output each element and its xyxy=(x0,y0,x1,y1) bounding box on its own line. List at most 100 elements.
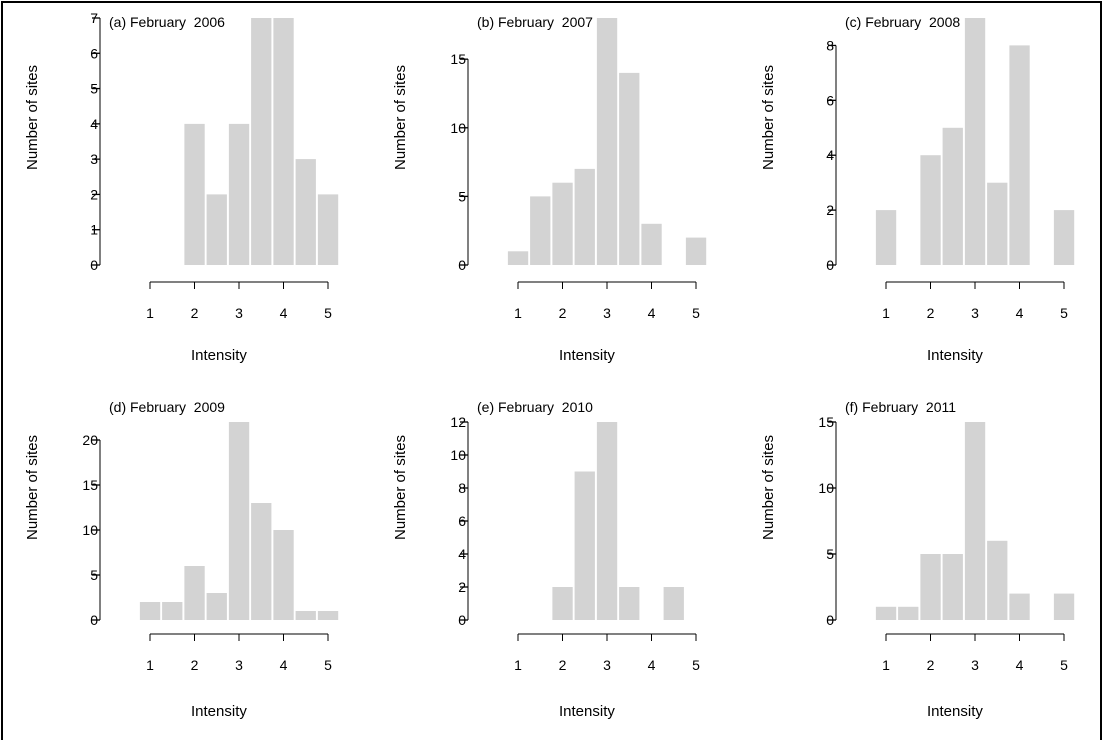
x-axis-label: Intensity xyxy=(927,703,983,720)
histogram-bar xyxy=(619,72,640,266)
y-tick-label: 3 xyxy=(90,151,98,167)
y-tick-label: 0 xyxy=(458,257,466,273)
panel-b: Number of sites (b) February 2007 0 5 10 15… xyxy=(368,0,736,370)
y-tick-label: 10 xyxy=(82,522,98,538)
histogram-bar xyxy=(184,123,205,266)
x-tick-label: 3 xyxy=(603,657,611,673)
y-tick-label: 10 xyxy=(450,120,466,136)
y-tick-label: 2 xyxy=(90,186,98,202)
histogram-bar xyxy=(552,182,573,265)
histogram-bar xyxy=(317,194,339,265)
x-tick-label: 2 xyxy=(927,305,935,321)
y-tick-label: 15 xyxy=(450,51,466,67)
x-tick-label: 1 xyxy=(514,305,522,321)
histogram-bar xyxy=(251,18,272,265)
y-tick-label: 0 xyxy=(90,612,98,628)
y-tick-label: 1 xyxy=(90,222,98,238)
x-tick-label: 3 xyxy=(971,305,979,321)
x-tick-label: 2 xyxy=(191,657,199,673)
x-tick-label: 1 xyxy=(882,657,890,673)
x-tick-label: 2 xyxy=(559,305,567,321)
histogram-svg: 0 5 10 15 20 1 2 3 4 5 xyxy=(82,422,339,673)
panel-title: (c) February 2008 xyxy=(845,14,961,30)
histogram-bar xyxy=(206,194,227,265)
x-tick-label: 4 xyxy=(1016,657,1024,673)
histogram-bar xyxy=(574,471,595,620)
y-tick-label: 5 xyxy=(458,188,466,204)
y-tick-label: 12 xyxy=(450,414,466,430)
histogram-bar xyxy=(641,223,662,265)
x-tick-label: 5 xyxy=(1060,305,1068,321)
y-tick-label: 2 xyxy=(458,579,466,595)
x-axis-label: Intensity xyxy=(927,347,983,364)
x-axis-label: Intensity xyxy=(191,347,247,364)
histogram-bar xyxy=(1053,210,1075,265)
y-tick-label: 0 xyxy=(90,257,98,273)
x-tick-label: 4 xyxy=(280,657,288,673)
y-tick-label: 15 xyxy=(82,477,98,493)
x-tick-label: 5 xyxy=(692,305,700,321)
panel-title: (f) February 2011 xyxy=(845,399,957,415)
panel-title: (a) February 2006 xyxy=(109,14,225,30)
x-tick-label: 4 xyxy=(648,305,656,321)
histogram-bar xyxy=(987,540,1008,620)
x-tick-label: 2 xyxy=(927,657,935,673)
y-tick-label: 0 xyxy=(826,612,834,628)
y-tick-label: 10 xyxy=(818,480,834,496)
x-tick-label: 1 xyxy=(146,305,154,321)
histogram-bar xyxy=(574,168,595,265)
histogram-bar xyxy=(273,18,294,265)
x-tick-label: 4 xyxy=(280,305,288,321)
x-axis-label: Intensity xyxy=(559,703,615,720)
histogram-bar xyxy=(596,422,618,620)
histogram-bar xyxy=(295,159,316,265)
x-tick-label: 4 xyxy=(648,657,656,673)
histogram-bar xyxy=(228,422,250,620)
histogram-bar xyxy=(920,554,941,620)
histogram-bar xyxy=(162,602,183,620)
y-tick-label: 6 xyxy=(458,513,466,529)
histogram-bar xyxy=(875,606,897,620)
histogram-bar xyxy=(552,587,573,620)
x-tick-label: 1 xyxy=(514,657,522,673)
y-tick-label: 0 xyxy=(826,257,834,273)
histogram-bar xyxy=(596,18,618,265)
x-tick-label: 3 xyxy=(235,305,243,321)
histogram-bar xyxy=(295,611,316,620)
histogram-bar xyxy=(206,593,227,620)
x-axis-label: Intensity xyxy=(191,703,247,720)
panel-title: (d) February 2009 xyxy=(109,399,225,415)
y-tick-label: 10 xyxy=(450,447,466,463)
x-tick-label: 1 xyxy=(146,657,154,673)
x-tick-label: 5 xyxy=(1060,657,1068,673)
y-tick-label: 4 xyxy=(826,147,834,163)
y-tick-label: 0 xyxy=(458,612,466,628)
histogram-bar xyxy=(507,251,529,265)
x-tick-label: 3 xyxy=(235,657,243,673)
histogram-bar xyxy=(920,155,941,265)
x-tick-label: 1 xyxy=(882,305,890,321)
y-tick-label: 6 xyxy=(826,92,834,108)
histogram-bar xyxy=(317,611,339,620)
histogram-bar xyxy=(964,422,986,620)
panel-title: (b) February 2007 xyxy=(477,14,593,30)
histogram-svg: 0 2 4 6 8 1 2 3 4 5 xyxy=(826,18,1075,321)
histogram-bar xyxy=(898,606,919,620)
y-tick-label: 2 xyxy=(826,202,834,218)
y-tick-label: 5 xyxy=(90,567,98,583)
x-tick-label: 5 xyxy=(692,657,700,673)
histogram-bar xyxy=(228,123,250,266)
y-tick-label: 4 xyxy=(458,546,466,562)
histogram-bar xyxy=(619,587,640,620)
y-tick-label: 7 xyxy=(90,10,98,26)
histogram-svg: 0 5 10 15 1 2 3 4 5 xyxy=(818,414,1075,673)
histogram-bar xyxy=(663,587,684,620)
panel-f: Number of sites (f) February 2011 0 5 10 15… xyxy=(736,370,1104,740)
y-tick-label: 8 xyxy=(458,480,466,496)
histogram-bar xyxy=(530,196,551,265)
